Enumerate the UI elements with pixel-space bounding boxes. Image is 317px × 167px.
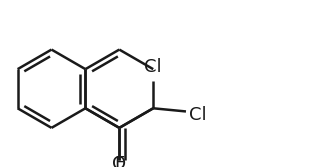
Text: Cl: Cl bbox=[144, 58, 162, 76]
Text: F: F bbox=[114, 155, 125, 167]
Text: Cl: Cl bbox=[189, 106, 206, 124]
Text: O: O bbox=[112, 155, 126, 167]
